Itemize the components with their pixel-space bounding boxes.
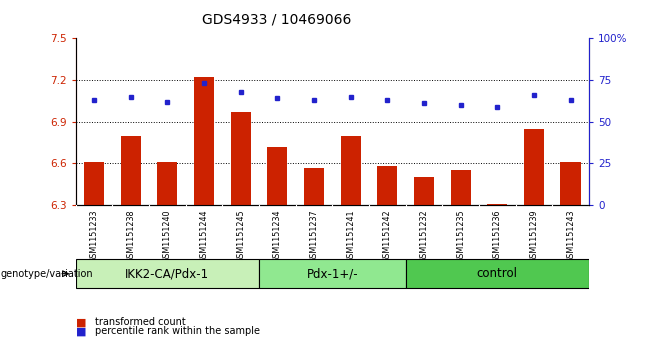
Bar — [230, 112, 251, 205]
Bar — [157, 162, 178, 205]
Text: GSM1151243: GSM1151243 — [566, 209, 575, 263]
Text: ■: ■ — [76, 326, 86, 337]
FancyBboxPatch shape — [259, 259, 405, 288]
Text: control: control — [477, 267, 518, 280]
Bar — [267, 147, 288, 205]
Text: GSM1151240: GSM1151240 — [163, 209, 172, 263]
Bar — [524, 129, 544, 205]
Text: GSM1151245: GSM1151245 — [236, 209, 245, 263]
Text: genotype/variation: genotype/variation — [1, 269, 93, 279]
Bar — [84, 162, 104, 205]
Text: GSM1151239: GSM1151239 — [530, 209, 538, 263]
Bar — [120, 135, 141, 205]
Bar — [414, 177, 434, 205]
Text: GSM1151233: GSM1151233 — [89, 209, 99, 263]
Text: GSM1151241: GSM1151241 — [346, 209, 355, 263]
Bar — [451, 170, 470, 205]
Bar — [561, 162, 580, 205]
Bar — [194, 77, 214, 205]
Text: GSM1151235: GSM1151235 — [456, 209, 465, 263]
Text: transformed count: transformed count — [95, 317, 186, 327]
Text: GDS4933 / 10469066: GDS4933 / 10469066 — [201, 13, 351, 27]
FancyBboxPatch shape — [76, 259, 259, 288]
Text: GSM1151236: GSM1151236 — [493, 209, 502, 263]
Bar — [304, 167, 324, 205]
Text: IKK2-CA/Pdx-1: IKK2-CA/Pdx-1 — [125, 267, 209, 280]
FancyBboxPatch shape — [405, 259, 589, 288]
Text: percentile rank within the sample: percentile rank within the sample — [95, 326, 261, 337]
Text: ■: ■ — [76, 317, 86, 327]
Text: Pdx-1+/-: Pdx-1+/- — [307, 267, 358, 280]
Bar — [487, 204, 507, 205]
Bar — [341, 135, 361, 205]
Text: GSM1151242: GSM1151242 — [383, 209, 392, 263]
Text: GSM1151244: GSM1151244 — [199, 209, 209, 263]
Text: GSM1151237: GSM1151237 — [309, 209, 318, 263]
Text: GSM1151232: GSM1151232 — [419, 209, 428, 263]
Text: GSM1151238: GSM1151238 — [126, 209, 135, 263]
Text: GSM1151234: GSM1151234 — [273, 209, 282, 263]
Bar — [377, 166, 397, 205]
